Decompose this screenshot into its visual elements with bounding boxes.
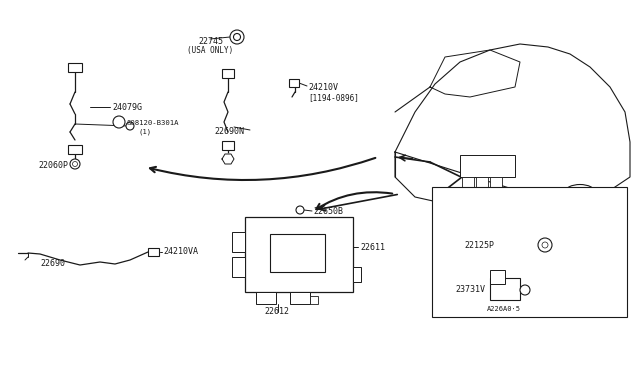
Text: 24079G: 24079G	[112, 103, 142, 112]
Text: 22125P: 22125P	[464, 241, 494, 250]
Circle shape	[538, 238, 552, 252]
Text: 22060P: 22060P	[38, 160, 68, 170]
Text: 22690N: 22690N	[214, 126, 244, 135]
Circle shape	[70, 159, 80, 169]
Text: ß08120-B301A: ß08120-B301A	[126, 120, 179, 126]
FancyBboxPatch shape	[222, 141, 234, 150]
FancyBboxPatch shape	[290, 292, 310, 304]
FancyBboxPatch shape	[353, 267, 361, 282]
Text: A226A0·5: A226A0·5	[487, 306, 521, 312]
Circle shape	[296, 206, 304, 214]
Text: B: B	[117, 119, 121, 125]
FancyBboxPatch shape	[310, 296, 318, 304]
Circle shape	[520, 285, 530, 295]
FancyBboxPatch shape	[432, 187, 627, 317]
FancyBboxPatch shape	[270, 234, 325, 272]
Text: 22745: 22745	[198, 36, 223, 45]
Circle shape	[126, 122, 134, 130]
FancyBboxPatch shape	[222, 69, 234, 78]
FancyBboxPatch shape	[476, 177, 488, 187]
Circle shape	[72, 161, 77, 167]
FancyArrowPatch shape	[150, 158, 376, 180]
Text: (USA ONLY): (USA ONLY)	[187, 46, 233, 55]
Polygon shape	[490, 234, 540, 254]
FancyBboxPatch shape	[148, 248, 159, 256]
Circle shape	[542, 242, 548, 248]
Text: 22611: 22611	[360, 243, 385, 251]
FancyBboxPatch shape	[256, 292, 276, 304]
Text: (1): (1)	[138, 129, 151, 135]
Text: [1194-0896]: [1194-0896]	[308, 93, 359, 103]
FancyBboxPatch shape	[232, 257, 245, 277]
FancyBboxPatch shape	[289, 79, 299, 87]
Text: 22612: 22612	[264, 308, 289, 317]
Circle shape	[113, 116, 125, 128]
Text: 23731V: 23731V	[455, 285, 485, 295]
FancyBboxPatch shape	[460, 155, 515, 177]
Circle shape	[234, 33, 241, 41]
FancyBboxPatch shape	[68, 145, 82, 154]
FancyArrowPatch shape	[316, 192, 392, 209]
FancyBboxPatch shape	[68, 63, 82, 72]
Text: 22650B: 22650B	[313, 208, 343, 217]
FancyBboxPatch shape	[245, 217, 353, 292]
FancyBboxPatch shape	[232, 232, 245, 252]
Polygon shape	[222, 154, 234, 164]
FancyBboxPatch shape	[490, 177, 502, 187]
FancyBboxPatch shape	[490, 270, 505, 284]
Text: 24210V: 24210V	[308, 83, 338, 92]
Text: 24210VA: 24210VA	[163, 247, 198, 257]
Text: 22690: 22690	[40, 260, 65, 269]
FancyBboxPatch shape	[462, 177, 474, 187]
FancyBboxPatch shape	[490, 278, 520, 300]
Circle shape	[230, 30, 244, 44]
